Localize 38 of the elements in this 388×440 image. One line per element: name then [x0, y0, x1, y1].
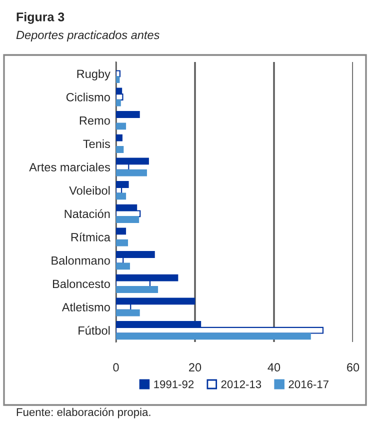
bar: [116, 216, 140, 223]
chart-subtitle: Deportes practicados antes: [16, 30, 160, 42]
y-tick-label: Fútbol: [78, 326, 110, 335]
bar: [116, 192, 126, 200]
bar: [116, 169, 147, 176]
y-tick-label: Rugby: [77, 69, 110, 80]
y-tick-label: Tenis: [83, 139, 110, 148]
source-note: Fuente: elaboración propia.: [16, 408, 150, 418]
y-tick-label: Ciclismo: [66, 92, 110, 102]
x-tick-label: 60: [347, 363, 360, 372]
bar: [116, 286, 158, 293]
y-tick-label: Rítmica: [71, 232, 110, 242]
y-tick-label: Remo: [80, 116, 110, 125]
bar: [116, 111, 140, 118]
y-tick-label: Artes marciales: [29, 162, 110, 172]
bar: [116, 239, 128, 246]
y-tick-label: Balonmano: [52, 256, 110, 265]
bar: [116, 70, 121, 78]
bar: [116, 228, 126, 235]
bar: [116, 146, 124, 153]
bar: [116, 134, 122, 142]
bar: [116, 99, 121, 106]
y-tick-label: Voleibol: [69, 186, 110, 195]
legend-label: 2016-17: [288, 380, 328, 388]
legend-label: 1991-92: [154, 380, 194, 388]
bar: [116, 262, 130, 270]
x-tick-label: 40: [268, 363, 280, 372]
legend-label: 2012-13: [221, 380, 262, 388]
bar: [116, 122, 126, 130]
x-tick-label: 20: [189, 363, 202, 372]
bar: [116, 309, 140, 316]
y-tick-label: Natación: [64, 209, 110, 218]
y-tick-label: Atletismo: [62, 302, 110, 312]
bar: [116, 76, 120, 83]
chart-title: Figura 3: [16, 12, 64, 24]
bar: [116, 332, 311, 340]
x-tick-label: 0: [113, 363, 119, 372]
y-tick-label: Baloncesto: [53, 279, 110, 288]
